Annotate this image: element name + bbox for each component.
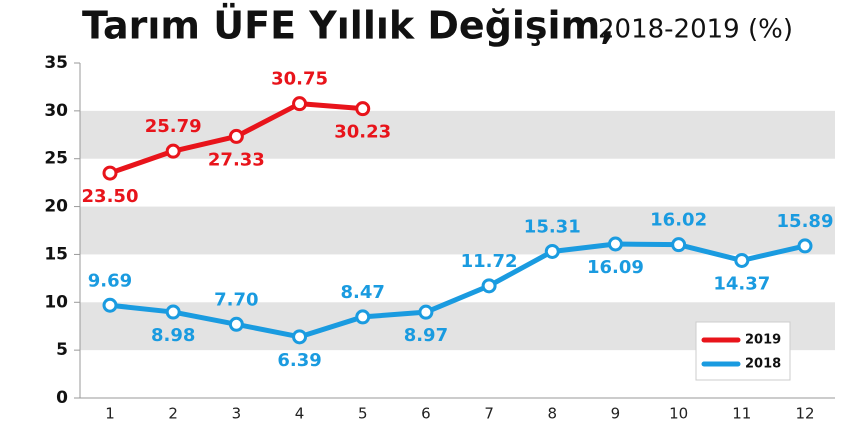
y-tick-label: 20 (44, 197, 68, 217)
y-tick-label: 25 (44, 149, 68, 169)
data-point (797, 238, 813, 254)
y-tick-label: 35 (44, 53, 68, 73)
x-tick-label: 4 (295, 405, 305, 423)
data-label: 16.02 (650, 210, 707, 231)
data-point (228, 316, 244, 332)
data-label: 11.72 (461, 251, 518, 272)
data-point (165, 143, 181, 159)
data-point (228, 128, 244, 144)
legend-label: 2018 (745, 357, 781, 372)
y-tick-label: 15 (44, 244, 68, 264)
data-label: 16.09 (587, 257, 644, 278)
data-point (607, 236, 623, 252)
data-label: 30.75 (271, 69, 328, 90)
data-label: 30.23 (334, 122, 391, 143)
data-label: 25.79 (145, 116, 202, 137)
y-tick-label: 10 (44, 292, 68, 312)
data-label: 8.97 (404, 325, 448, 346)
y-tick-label: 0 (56, 388, 68, 408)
x-tick-label: 8 (547, 405, 557, 423)
chart-title: Tarım ÜFE Yıllık Değişim, (82, 4, 615, 48)
grid-band (80, 110, 835, 159)
y-tick-label: 5 (56, 340, 68, 360)
series-line (109, 241, 806, 340)
chart-subtitle: 2018-2019 (%) (598, 15, 793, 45)
data-point (102, 297, 118, 313)
legend-label: 2019 (745, 333, 781, 348)
data-point (671, 237, 687, 253)
data-label: 7.70 (214, 289, 258, 310)
data-point (481, 278, 497, 294)
data-label: 6.39 (277, 350, 321, 371)
x-tick-label: 11 (732, 405, 751, 423)
data-label: 14.37 (713, 273, 770, 294)
data-label: 27.33 (208, 149, 265, 170)
data-point (292, 96, 308, 112)
legend-box (695, 321, 791, 381)
data-label: 8.47 (341, 282, 385, 303)
data-point (165, 304, 181, 320)
x-tick-label: 2 (168, 405, 178, 423)
data-label: 8.98 (151, 325, 195, 346)
x-tick-label: 7 (484, 405, 494, 423)
x-tick-label: 3 (232, 405, 242, 423)
data-label: 15.89 (777, 211, 834, 232)
data-point (292, 329, 308, 345)
data-point (418, 304, 434, 320)
x-tick-label: 5 (358, 405, 368, 423)
data-label: 9.69 (88, 270, 132, 291)
data-point (102, 165, 118, 181)
data-point (734, 252, 750, 268)
data-point (544, 243, 560, 259)
grid-band (80, 206, 835, 255)
x-tick-label: 12 (795, 405, 814, 423)
x-tick-label: 10 (669, 405, 688, 423)
data-label: 23.50 (82, 186, 139, 207)
x-tick-label: 6 (421, 405, 431, 423)
y-tick-label: 30 (44, 101, 68, 121)
data-point (355, 101, 371, 117)
data-label: 15.31 (524, 216, 581, 237)
x-tick-label: 9 (611, 405, 621, 423)
x-tick-label: 1 (105, 405, 115, 423)
data-point (355, 309, 371, 325)
